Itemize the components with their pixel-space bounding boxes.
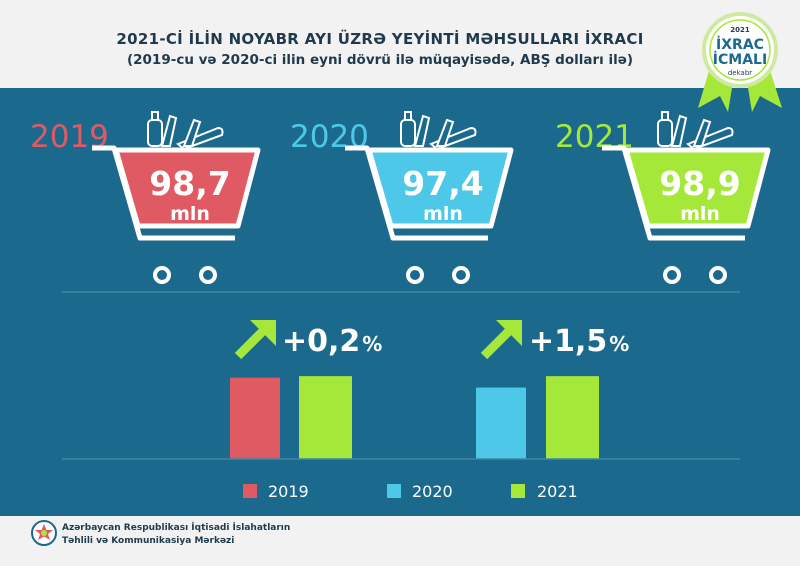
footer-line-2: Təhlili və Kommunikasiya Mərkəzi bbox=[62, 536, 235, 546]
legend-label-2019: 2019 bbox=[268, 482, 309, 501]
page-subtitle: (2019-cu və 2020-ci ilin eyni dövrü ilə … bbox=[126, 52, 634, 68]
bar-2021-group-2 bbox=[546, 376, 599, 459]
cart-unit-2020: mln bbox=[423, 203, 463, 225]
arrow-up-right-icon bbox=[480, 320, 522, 360]
legend-swatch-2019 bbox=[243, 484, 257, 498]
bar-2020-group-2 bbox=[476, 387, 526, 459]
cart-unit-2021: mln bbox=[680, 203, 720, 225]
badge-year: 2021 bbox=[730, 26, 750, 34]
legend: 2019 2020 2021 bbox=[243, 482, 578, 501]
badge-month: dekabr bbox=[728, 69, 752, 77]
legend-swatch-2021 bbox=[511, 484, 525, 498]
cart-2019: 98,7 mln bbox=[92, 111, 261, 284]
bar-2021-group-1 bbox=[299, 376, 352, 459]
arrow-up-right-icon bbox=[234, 320, 276, 360]
badge-line1: İXRAC bbox=[716, 36, 764, 53]
bars bbox=[230, 376, 599, 459]
badge: 2021 İXRAC İCMALI dekabr bbox=[698, 12, 782, 112]
cart-2021: 98,9 mln bbox=[602, 111, 771, 284]
cart-2020: 97,4 mln bbox=[345, 111, 514, 284]
cart-value-2020: 97,4 bbox=[402, 164, 483, 203]
page-title: 2021-Cİ İLİN NOYABR AYI ÜZRƏ YEYİNTİ MƏH… bbox=[116, 30, 644, 48]
header bbox=[0, 0, 800, 88]
bar-2019-group-1 bbox=[230, 377, 280, 459]
legend-label-2021: 2021 bbox=[537, 482, 578, 501]
cart-value-2019: 98,7 bbox=[149, 164, 230, 203]
emblem-icon bbox=[31, 520, 57, 546]
legend-label-2020: 2020 bbox=[412, 482, 453, 501]
change-label-1: +0,2% bbox=[282, 324, 382, 359]
footer-text: Azərbaycan Respublikası İqtisadi İslahat… bbox=[62, 522, 290, 548]
footer bbox=[0, 516, 800, 566]
cart-value-2021: 98,9 bbox=[659, 164, 740, 203]
footer-line-1: Azərbaycan Respublikası İqtisadi İslahat… bbox=[62, 523, 291, 533]
change-label-2: +1,5% bbox=[529, 324, 629, 359]
legend-swatch-2020 bbox=[387, 484, 401, 498]
badge-line2: İCMALI bbox=[713, 51, 767, 68]
cart-unit-2019: mln bbox=[170, 203, 210, 225]
